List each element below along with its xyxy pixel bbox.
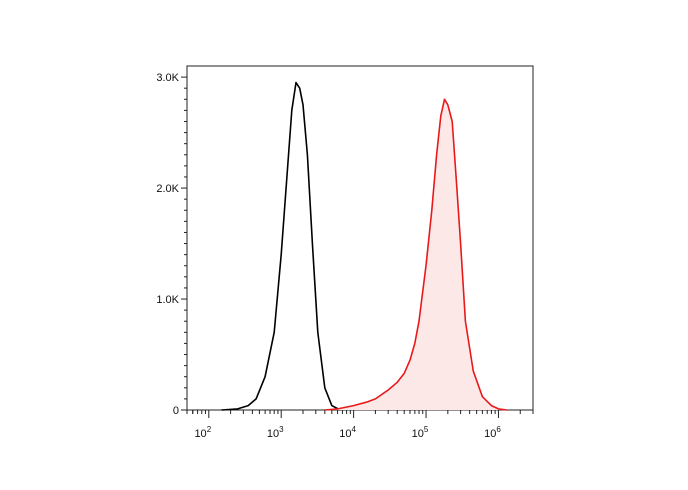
y-tick-label: 1.0K bbox=[156, 294, 179, 306]
x-tick-label: 105 bbox=[412, 425, 429, 440]
y-tick-label: 3.0K bbox=[156, 72, 179, 84]
series-0-line bbox=[221, 81, 341, 411]
x-axis: 102 103 104 105 106 bbox=[194, 410, 501, 440]
x-tick-label: 106 bbox=[484, 425, 501, 440]
y-tick-label: 2.0K bbox=[156, 183, 179, 195]
y-tick-label: 0 bbox=[173, 405, 179, 417]
y-axis: 0 1.0K 2.0K 3.0K bbox=[156, 72, 187, 417]
x-tick-label: 102 bbox=[194, 425, 211, 440]
x-minor-ticks bbox=[186, 410, 534, 414]
series-layer bbox=[221, 81, 507, 411]
plot-frame bbox=[186, 65, 534, 411]
x-tick-label: 104 bbox=[339, 425, 356, 440]
series-1-area bbox=[324, 99, 507, 411]
series-1-line bbox=[324, 98, 507, 411]
x-tick-label: 103 bbox=[267, 425, 284, 440]
